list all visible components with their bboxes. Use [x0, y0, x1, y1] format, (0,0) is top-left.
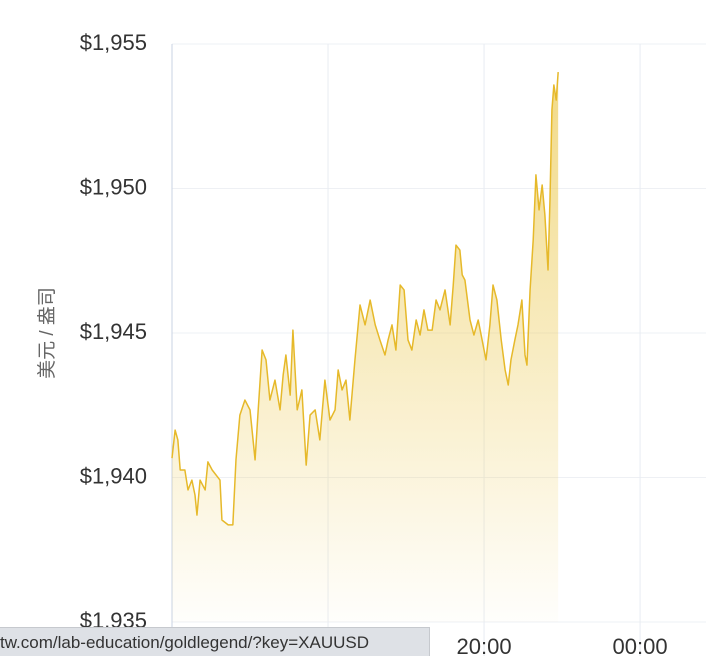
- y-tick-label: $1,940: [80, 463, 147, 488]
- y-axis-label: 美元 / 盎司: [36, 287, 58, 379]
- status-bar: tw.com/lab-education/goldlegend/?key=XAU…: [0, 627, 430, 656]
- x-tick-label: 00:00: [613, 634, 668, 656]
- y-tick-label: $1,945: [80, 319, 147, 344]
- y-tick-label: $1,955: [80, 30, 147, 55]
- line: [171, 71, 559, 526]
- area: [172, 72, 559, 622]
- x-tick-label: 20:00: [457, 634, 512, 656]
- y-tick-label: $1,950: [80, 174, 147, 199]
